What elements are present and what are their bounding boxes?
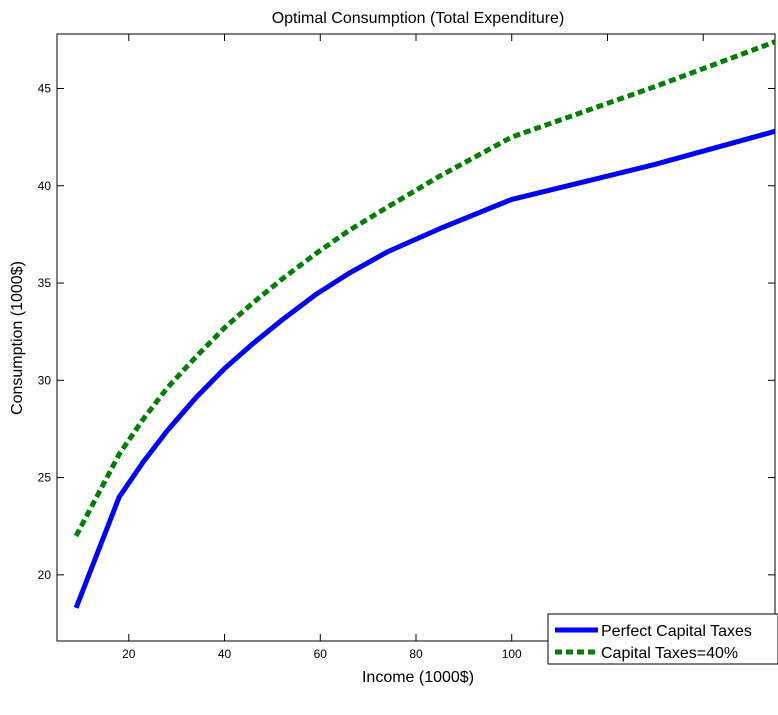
y-tick-label-45: 45: [38, 81, 52, 95]
series-line-0: [73, 128, 776, 609]
y-axis: 20 25 30 35 40 45: [38, 81, 775, 582]
y-axis-label: Consumption (1000$): [9, 261, 26, 415]
x-tick-label-80: 80: [409, 647, 423, 661]
y-tick-label-20: 20: [38, 568, 52, 582]
y-tick-label-25: 25: [38, 471, 52, 485]
y-tick-label-40: 40: [38, 179, 52, 193]
y-tick-label-35: 35: [38, 276, 52, 290]
x-tick-label-40: 40: [218, 647, 232, 661]
y-tick-label-30: 30: [38, 373, 52, 387]
x-tick-label-20: 20: [122, 647, 136, 661]
x-tick-label-60: 60: [314, 647, 328, 661]
legend: Perfect Capital Taxes Capital Taxes=40%: [547, 613, 778, 665]
series-line-1: [73, 39, 776, 538]
x-axis: 20406080100120140: [122, 34, 714, 661]
chart-title: Optimal Consumption (Total Expenditure): [272, 10, 565, 27]
legend-box: [547, 613, 778, 665]
plot-frame: [56, 33, 776, 642]
legend-label-capital-taxes-40: Capital Taxes=40%: [601, 645, 738, 662]
series-layer: [73, 39, 776, 609]
legend-label-perfect-capital-taxes: Perfect Capital Taxes: [601, 623, 752, 640]
x-axis-label: Income (1000$): [362, 669, 474, 686]
x-tick-label-100: 100: [502, 647, 522, 661]
